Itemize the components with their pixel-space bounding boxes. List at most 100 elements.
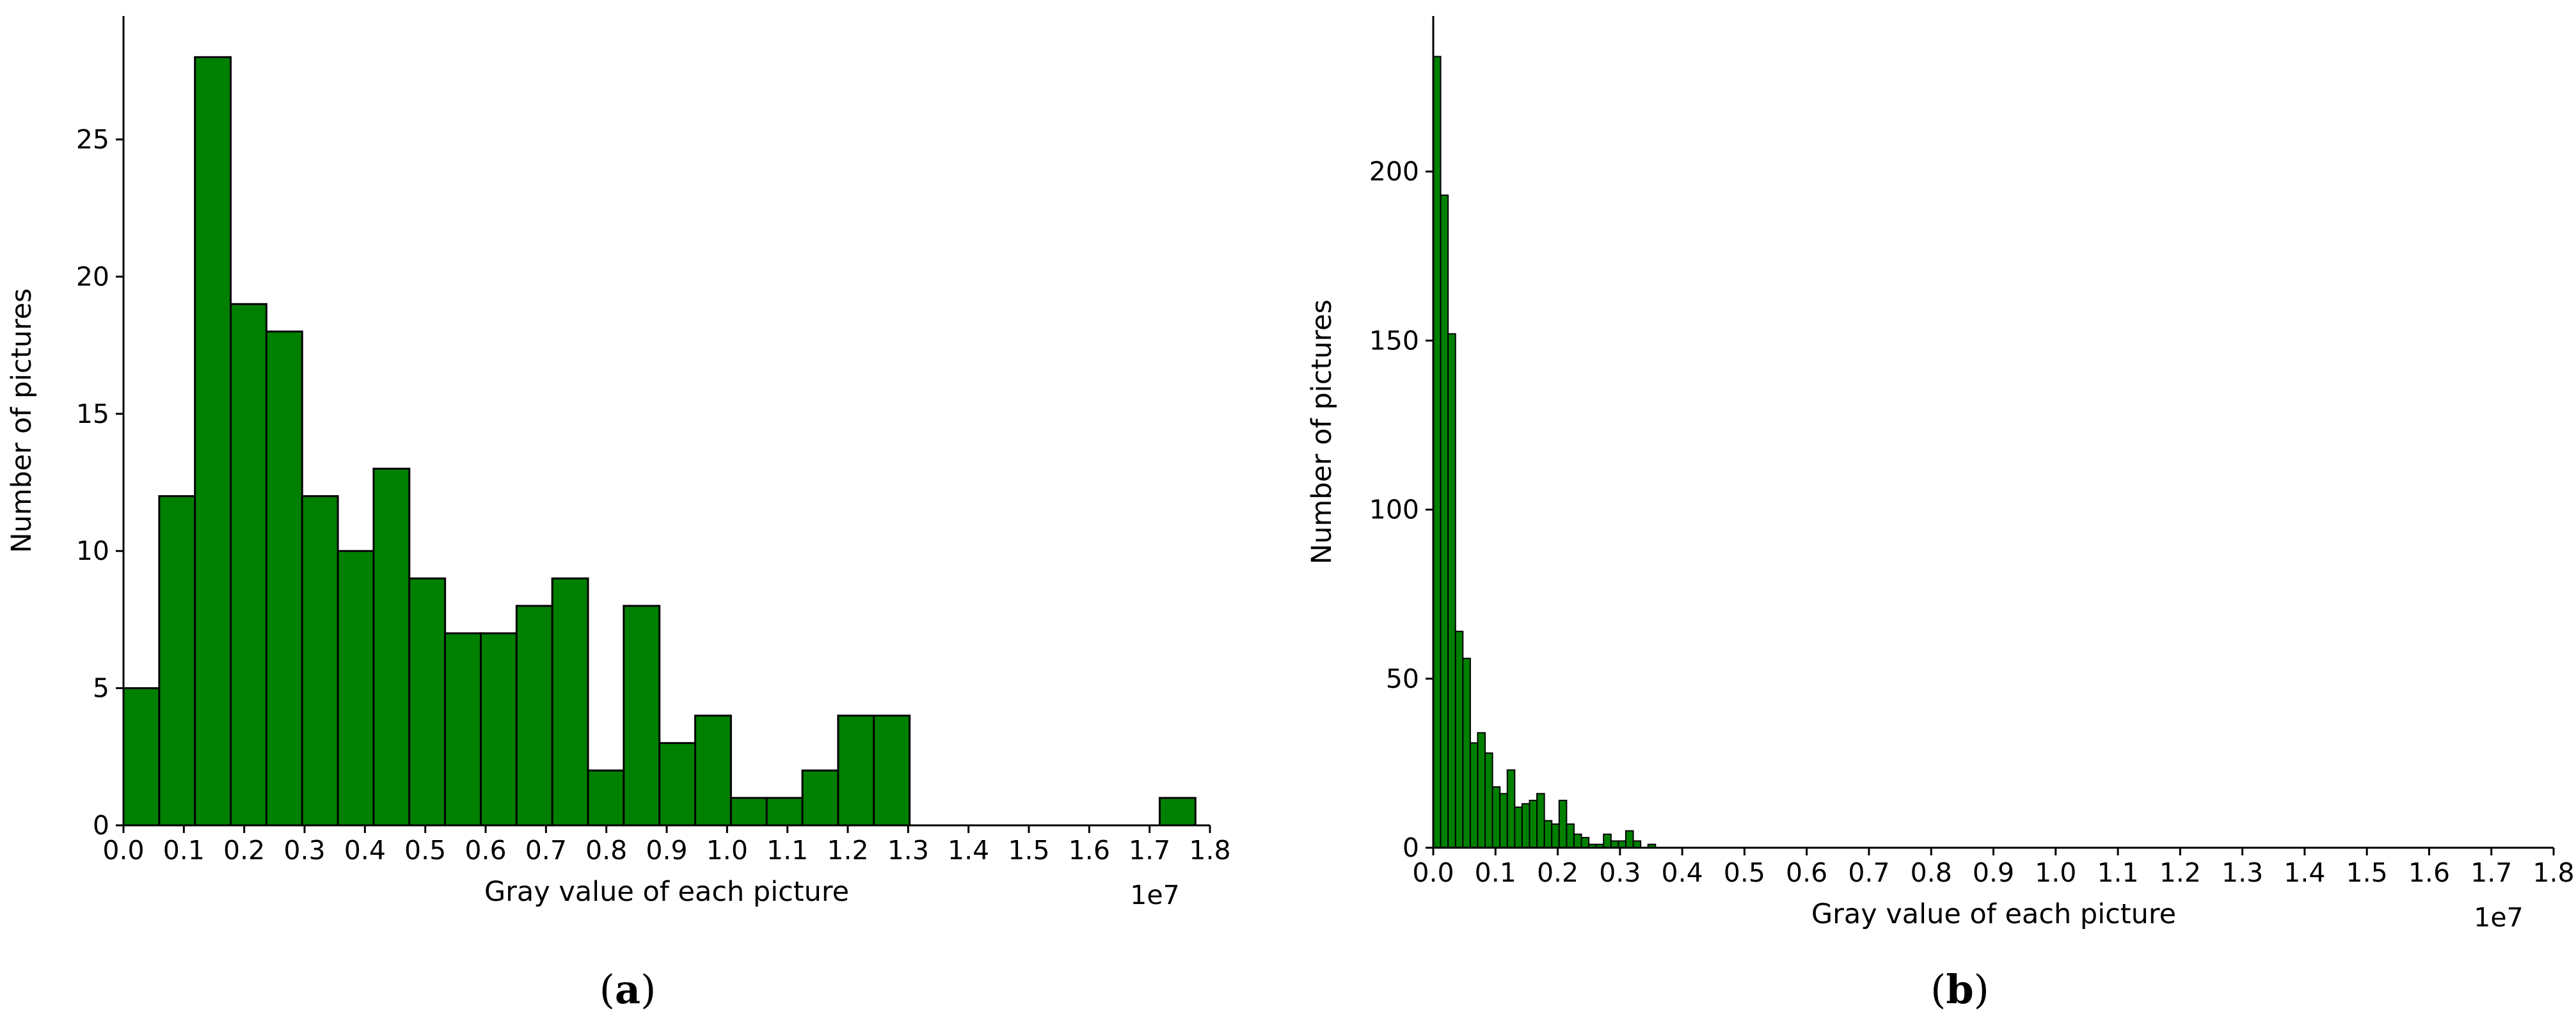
chart-b-bar — [1433, 56, 1442, 848]
chart-b-bar — [1529, 800, 1538, 849]
chart-a-bar — [765, 797, 804, 827]
panel-label-a-letter: a — [615, 966, 640, 1013]
chart-b-bar — [1618, 840, 1626, 849]
chart-b-bar — [1543, 820, 1553, 848]
chart-a-bar — [587, 769, 625, 827]
chart-a-y-tick-label: 20 — [76, 261, 109, 292]
chart-b-bar — [1580, 837, 1590, 849]
chart-a-x-tick-label: 1.1 — [767, 835, 808, 866]
chart-b-x-tick-label: 1.7 — [2470, 857, 2512, 888]
chart-b-bar — [1454, 630, 1464, 848]
chart-a-bar — [122, 687, 161, 827]
chart-a-bar — [301, 495, 339, 827]
chart-b-x-tick-label: 1.3 — [2222, 857, 2263, 888]
chart-a-bar — [551, 577, 589, 827]
chart-b-x-tick-label: 0.0 — [1412, 857, 1454, 888]
chart-b-x-tick-label: 0.5 — [1724, 857, 1765, 888]
chart-a-bar — [837, 714, 875, 827]
chart-b-x-tick-label: 0.3 — [1599, 857, 1641, 888]
chart-b-x-tick-label: 0.2 — [1537, 857, 1578, 888]
chart-a-x-tick-label: 0.3 — [283, 835, 325, 866]
chart-a-bar — [729, 797, 768, 827]
chart-a-bar — [372, 468, 411, 827]
chart-b-x-tick-label: 0.8 — [1911, 857, 1952, 888]
chart-a-x-tick-label: 0.8 — [585, 835, 627, 866]
chart-b-x-tick-label: 0.9 — [1973, 857, 2014, 888]
chart-b-x-offset-label: 1e7 — [2474, 902, 2523, 933]
chart-a-x-tick-label: 1.7 — [1129, 835, 1170, 866]
chart-a-x-tick-label: 1.4 — [948, 835, 989, 866]
chart-b-y-tick-label: 100 — [1369, 495, 1419, 525]
chart-b-x-tick-label: 0.4 — [1662, 857, 1703, 888]
chart-a-x-offset-label: 1e7 — [1130, 880, 1179, 910]
panel-label-b-letter: b — [1946, 966, 1973, 1013]
chart-b-bar — [1462, 658, 1471, 848]
panel-label-b: (b) — [1930, 966, 1989, 1013]
chart-b-bar — [1536, 793, 1545, 848]
chart-a-bar — [265, 330, 303, 827]
chart-a-bar — [515, 605, 553, 827]
chart-a-bar — [623, 605, 661, 827]
chart-a-x-tick-label: 1.0 — [706, 835, 748, 866]
chart-a-y-axis-label: Number of pictures — [6, 288, 38, 553]
chart-a-bar — [337, 550, 375, 827]
chart-b-bar — [1440, 194, 1449, 848]
chart-a-y-tick-label: 25 — [76, 124, 109, 155]
chart-b-x-tick-label: 0.1 — [1475, 857, 1516, 888]
chart-a-bar — [408, 577, 447, 827]
chart-b-bar — [1477, 732, 1486, 848]
chart-b-x-tick-label: 1.1 — [2097, 857, 2138, 888]
chart-b-bar — [1491, 786, 1501, 849]
chart-b-bar — [1499, 793, 1508, 848]
chart-b-bar — [1469, 742, 1479, 849]
chart-a-x-tick-label: 0.6 — [465, 835, 506, 866]
chart-b-y-tick-label: 50 — [1386, 663, 1419, 694]
chart-b-bar — [1484, 752, 1493, 849]
panel-label-a: (a) — [600, 966, 656, 1013]
chart-b-bar — [1603, 833, 1612, 848]
chart-b-bar — [1610, 840, 1619, 849]
chart-b-bar — [1573, 833, 1582, 848]
chart-a-bar — [158, 495, 196, 827]
chart-a-bar — [1159, 797, 1197, 827]
chart-b-bar — [1566, 823, 1575, 849]
chart-a-bar — [230, 303, 267, 827]
chart-b-bar — [1514, 806, 1523, 848]
chart-a: 0.0 0.1 0.2 0.3 0.4 0.5 0.6 0.7 0.8 0.9 1.0 1.1 1.2 1… — [6, 16, 1231, 910]
chart-b-y-axis-label: Number of pictures — [1306, 299, 1338, 564]
chart-a-bar — [694, 714, 732, 827]
chart-b-bar — [1625, 830, 1634, 848]
chart-b-x-axis-label: Gray value of each picture — [1811, 898, 2176, 930]
chart-b-bar — [1447, 333, 1456, 848]
chart-a-x-tick-label: 0.7 — [525, 835, 567, 866]
chart-a-x-tick-label: 0.9 — [646, 835, 687, 866]
chart-a-y-tick-label: 0 — [93, 810, 109, 841]
chart-a-x-tick-label: 1.2 — [827, 835, 868, 866]
chart-b-bar — [1521, 803, 1530, 849]
chart-a-x-tick-label: 0.0 — [102, 835, 144, 866]
chart-b-x-tick-label: 1.4 — [2284, 857, 2325, 888]
chart-a-x-tick-label: 0.4 — [344, 835, 386, 866]
chart-b-x-tick-label: 1.5 — [2346, 857, 2388, 888]
chart-a-x-tick-label: 0.1 — [163, 835, 205, 866]
chart-a-x-tick-label: 1.6 — [1069, 835, 1110, 866]
chart-a-x-tick-label: 0.5 — [404, 835, 446, 866]
chart-a-x-tick-label: 1.8 — [1189, 835, 1230, 866]
chart-b-x-tick-label: 0.7 — [1848, 857, 1889, 888]
chart-a-bar — [479, 632, 518, 827]
chart-b-x-tick-label: 1.6 — [2408, 857, 2450, 888]
chart-a-x-tick-label: 0.2 — [223, 835, 265, 866]
chart-a-bar — [658, 742, 697, 827]
chart-b-y-tick-label: 200 — [1369, 156, 1419, 187]
chart-a-bar — [194, 56, 232, 827]
chart-a-bar — [444, 632, 482, 827]
chart-b-bar — [1506, 769, 1516, 848]
chart-b-x-tick-label: 1.2 — [2159, 857, 2201, 888]
chart-a-y-tick-label: 10 — [76, 536, 109, 566]
chart-a-bar — [873, 714, 911, 827]
chart-b-bar — [1632, 840, 1642, 849]
chart-b-y-tick-label: 0 — [1403, 832, 1419, 863]
chart-a-y-tick-label: 15 — [76, 399, 109, 429]
